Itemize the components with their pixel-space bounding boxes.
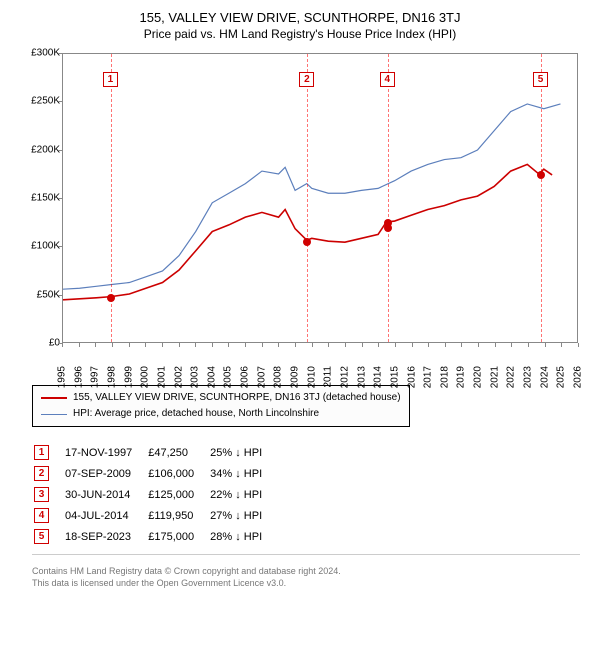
x-axis-label: 2017: [423, 366, 434, 396]
x-axis-label: 2025: [556, 366, 567, 396]
sale-badge: 5: [34, 529, 49, 544]
sale-date: 07-SEP-2009: [65, 464, 146, 483]
legend-row-blue: HPI: Average price, detached house, Nort…: [41, 406, 401, 422]
sale-badge-cell: 5: [34, 527, 63, 546]
hpi-line: [63, 104, 560, 289]
sale-date: 17-NOV-1997: [65, 443, 146, 462]
sale-badge-cell: 2: [34, 464, 63, 483]
table-row: 3 30-JUN-2014£125,00022% ↓ HPI: [34, 485, 276, 504]
x-axis-label: 2000: [140, 366, 151, 396]
x-axis-label: 2021: [489, 366, 500, 396]
sale-price: £175,000: [148, 527, 208, 546]
sale-dot: [107, 294, 115, 302]
x-axis-label: 2013: [356, 366, 367, 396]
y-axis-label: £100K: [16, 241, 60, 252]
sale-price: £119,950: [148, 506, 208, 525]
sale-dot: [303, 238, 311, 246]
chart-subtitle: Price paid vs. HM Land Registry's House …: [10, 27, 590, 41]
legend-swatch-red: [41, 397, 67, 399]
legend-label-red: 155, VALLEY VIEW DRIVE, SCUNTHORPE, DN16…: [73, 390, 401, 406]
y-axis-label: £150K: [16, 193, 60, 204]
x-axis-label: 2006: [240, 366, 251, 396]
sale-marker-badge: 5: [533, 72, 548, 87]
sale-delta: 22% ↓ HPI: [210, 485, 276, 504]
sale-badge-cell: 4: [34, 506, 63, 525]
sale-delta: 28% ↓ HPI: [210, 527, 276, 546]
x-axis-label: 2001: [156, 366, 167, 396]
sale-delta: 25% ↓ HPI: [210, 443, 276, 462]
x-axis-label: 2018: [439, 366, 450, 396]
chart-container: 155, VALLEY VIEW DRIVE, SCUNTHORPE, DN16…: [0, 0, 600, 593]
y-axis-label: £250K: [16, 96, 60, 107]
sale-marker-line: [388, 54, 389, 342]
sale-badge: 1: [34, 445, 49, 460]
x-axis-label: 1999: [123, 366, 134, 396]
x-axis-label: 2011: [323, 366, 334, 396]
sale-badge-cell: 3: [34, 485, 63, 504]
x-axis-label: 1997: [90, 366, 101, 396]
x-axis-label: 2010: [306, 366, 317, 396]
x-axis-label: 2019: [456, 366, 467, 396]
sale-dot: [384, 224, 392, 232]
x-axis-label: 2003: [190, 366, 201, 396]
sale-price: £125,000: [148, 485, 208, 504]
chart-title: 155, VALLEY VIEW DRIVE, SCUNTHORPE, DN16…: [10, 10, 590, 25]
table-row: 5 18-SEP-2023£175,00028% ↓ HPI: [34, 527, 276, 546]
x-axis-label: 2002: [173, 366, 184, 396]
x-axis-label: 2014: [373, 366, 384, 396]
y-axis-label: £200K: [16, 144, 60, 155]
x-axis-label: 2022: [506, 366, 517, 396]
chart-svg: [63, 54, 577, 342]
sale-delta: 34% ↓ HPI: [210, 464, 276, 483]
plot-area: 1245 £0£50K£100K£150K£200K£250K£300K1995…: [16, 47, 586, 377]
sales-table: 1 17-NOV-1997£47,25025% ↓ HPI 2 07-SEP-2009…: [32, 441, 278, 548]
sale-price: £47,250: [148, 443, 208, 462]
x-axis-label: 2004: [206, 366, 217, 396]
y-axis-label: £0: [16, 338, 60, 349]
sale-date: 18-SEP-2023: [65, 527, 146, 546]
x-axis-label: 2020: [473, 366, 484, 396]
legend-label-blue: HPI: Average price, detached house, Nort…: [73, 406, 319, 422]
legend-swatch-blue: [41, 414, 67, 415]
x-axis-label: 2008: [273, 366, 284, 396]
sale-date: 30-JUN-2014: [65, 485, 146, 504]
sale-marker-badge: 4: [380, 72, 395, 87]
y-axis-label: £50K: [16, 289, 60, 300]
footer-separator: [32, 554, 580, 555]
plot-inner: 1 2 4 5: [62, 53, 578, 343]
x-axis-label: 2005: [223, 366, 234, 396]
footer-text: Contains HM Land Registry data © Crown c…: [32, 565, 580, 589]
x-axis-label: 2012: [339, 366, 350, 396]
sale-price: £106,000: [148, 464, 208, 483]
x-axis-label: 2023: [523, 366, 534, 396]
sale-badge: 2: [34, 466, 49, 481]
x-axis-label: 1996: [73, 366, 84, 396]
x-axis-label: 1995: [57, 366, 68, 396]
sale-badge: 4: [34, 508, 49, 523]
sale-marker-badge: 2: [299, 72, 314, 87]
x-axis-label: 2026: [573, 366, 584, 396]
sale-delta: 27% ↓ HPI: [210, 506, 276, 525]
sale-badge-cell: 1: [34, 443, 63, 462]
x-axis-label: 1998: [106, 366, 117, 396]
y-axis-label: £300K: [16, 48, 60, 59]
x-axis-label: 2009: [290, 366, 301, 396]
sale-marker-badge: 1: [103, 72, 118, 87]
sale-marker-line: [307, 54, 308, 342]
x-axis-label: 2015: [389, 366, 400, 396]
footer-line-2: This data is licensed under the Open Gov…: [32, 577, 580, 589]
sale-dot: [537, 171, 545, 179]
sale-date: 04-JUL-2014: [65, 506, 146, 525]
footer-line-1: Contains HM Land Registry data © Crown c…: [32, 565, 580, 577]
x-axis-label: 2007: [256, 366, 267, 396]
table-row: 1 17-NOV-1997£47,25025% ↓ HPI: [34, 443, 276, 462]
table-row: 4 04-JUL-2014£119,95027% ↓ HPI: [34, 506, 276, 525]
sale-marker-line: [541, 54, 542, 342]
x-axis-label: 2016: [406, 366, 417, 396]
sale-badge: 3: [34, 487, 49, 502]
table-row: 2 07-SEP-2009£106,00034% ↓ HPI: [34, 464, 276, 483]
x-axis-label: 2024: [539, 366, 550, 396]
